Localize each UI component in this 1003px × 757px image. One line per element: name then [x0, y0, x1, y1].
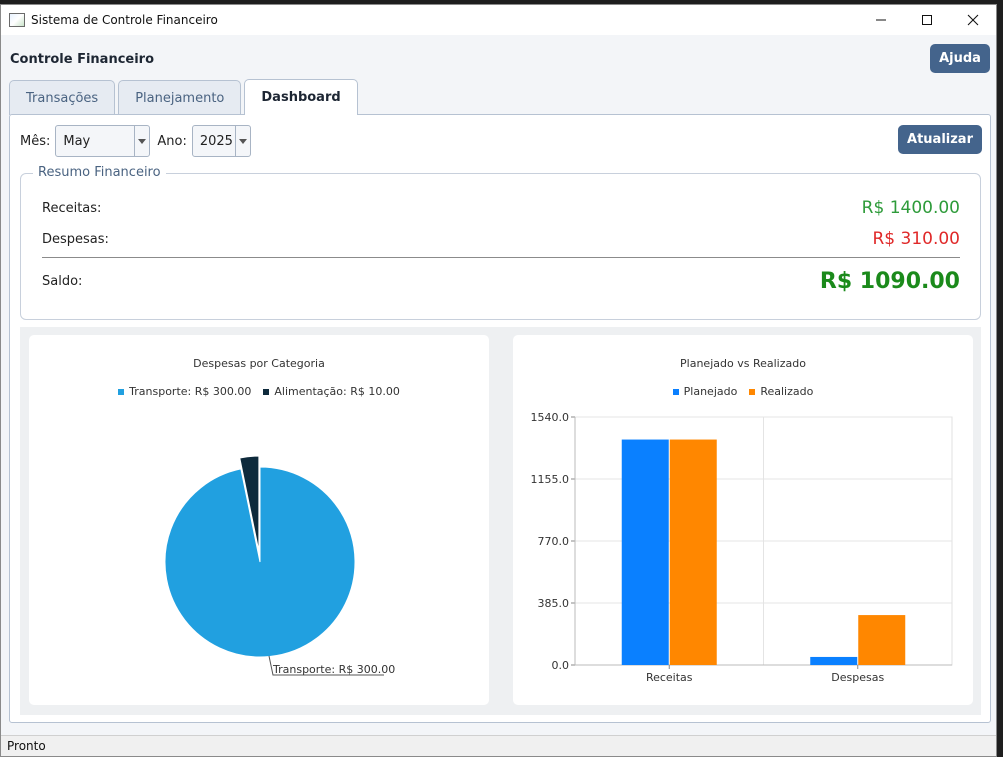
- pie-annotation-line: [268, 655, 384, 676]
- bar: [669, 439, 717, 665]
- chevron-down-icon: [134, 126, 149, 156]
- close-button[interactable]: [950, 5, 996, 35]
- legend-swatch: [749, 388, 756, 395]
- pie-legend-item: Alimentação: R$ 10.00: [263, 385, 400, 398]
- window-controls: [858, 5, 996, 35]
- filter-bar: Mês: May Ano: 2025: [20, 125, 251, 157]
- bar: [621, 439, 669, 665]
- tab-transactions[interactable]: Transações: [9, 80, 116, 115]
- month-select[interactable]: May: [55, 125, 151, 157]
- charts-area: Despesas por Categoria Transporte: R$ 30…: [20, 327, 981, 715]
- maximize-button[interactable]: [904, 5, 950, 35]
- y-tick-label: 1540.0: [531, 411, 570, 424]
- y-tick-label: 385.0: [538, 597, 570, 610]
- app-title: Controle Financeiro: [10, 52, 155, 67]
- pie-legend-label: Transporte: R$ 300.00: [129, 385, 252, 398]
- help-button[interactable]: Ajuda: [930, 44, 990, 73]
- bar: [810, 656, 858, 665]
- bar-legend-item: Planejado: [672, 385, 738, 398]
- pie-legend-item: Transporte: R$ 300.00: [118, 385, 251, 398]
- window-title: Sistema de Controle Financeiro: [31, 13, 218, 27]
- month-value: May: [63, 133, 91, 149]
- financial-summary: Resumo Financeiro Receitas: R$ 1400.00 D…: [20, 165, 981, 320]
- income-label: Receitas:: [42, 200, 102, 216]
- expenses-label: Despesas:: [42, 231, 109, 247]
- pie-annotation: Transporte: R$ 300.00: [268, 655, 395, 676]
- app-content: Controle Financeiro Ajuda Transações Pla…: [1, 35, 996, 735]
- bar-chart-card: Planejado vs Realizado Planejado Realiza…: [513, 335, 973, 705]
- y-tick-label: 1155.0: [531, 473, 570, 486]
- pie-slice: [164, 466, 356, 658]
- tab-bar: Transações Planejamento Dashboard: [9, 79, 361, 115]
- year-label: Ano:: [157, 133, 187, 149]
- tab-dashboard[interactable]: Dashboard: [244, 79, 358, 115]
- pie-chart-card: Despesas por Categoria Transporte: R$ 30…: [29, 335, 489, 705]
- x-tick-label: Despesas: [831, 671, 884, 684]
- y-tick-label: 0.0: [552, 659, 570, 672]
- year-select[interactable]: 2025: [191, 125, 251, 157]
- income-row: Receitas: R$ 1400.00: [42, 198, 960, 218]
- bar-chart: 0.0 385.0 770.0 1155.0 1540.0 Receitas Despesa…: [531, 411, 953, 684]
- x-tick-label: Receitas: [646, 671, 693, 684]
- tab-planning[interactable]: Planejamento: [118, 80, 242, 115]
- bar-legend-label: Planejado: [683, 385, 738, 398]
- status-text: Pronto: [7, 739, 46, 753]
- app-icon: [9, 13, 25, 27]
- bar-legend-label: Realizado: [760, 385, 814, 398]
- chevron-down-icon: [234, 126, 250, 156]
- title-bar: Sistema de Controle Financeiro: [1, 5, 996, 35]
- minimize-button[interactable]: [858, 5, 904, 35]
- bar-chart-title: Planejado vs Realizado: [680, 357, 806, 370]
- pie-slice: [239, 455, 260, 552]
- status-bar: Pronto: [1, 735, 996, 756]
- close-icon: [967, 14, 979, 26]
- balance-value: R$ 1090.00: [819, 269, 960, 294]
- maximize-icon: [922, 15, 932, 25]
- pie-chart-title: Despesas por Categoria: [193, 357, 325, 370]
- update-button[interactable]: Atualizar: [898, 125, 982, 154]
- bar: [858, 615, 906, 665]
- month-label: Mês:: [20, 133, 51, 149]
- pie-legend-label: Alimentação: R$ 10.00: [274, 385, 400, 398]
- summary-divider: [42, 257, 960, 258]
- dashboard-panel: Mês: May Ano: 2025 Atualizar Resumo F: [9, 114, 991, 723]
- app-header: Controle Financeiro Ajuda: [1, 35, 996, 80]
- income-value: R$ 1400.00: [861, 198, 960, 218]
- legend-swatch: [118, 388, 125, 395]
- app-window: Sistema de Controle Financeiro Controle …: [0, 4, 997, 757]
- balance-label: Saldo:: [42, 274, 83, 289]
- year-value: 2025: [199, 133, 233, 149]
- legend-swatch: [672, 388, 679, 395]
- summary-title: Resumo Financeiro: [33, 165, 166, 180]
- y-tick-label: 770.0: [538, 535, 570, 548]
- expenses-row: Despesas: R$ 310.00: [42, 229, 960, 249]
- minimize-icon: [876, 19, 886, 21]
- bar-legend-item: Realizado: [749, 385, 813, 398]
- pie-annotation-label: Transporte: R$ 300.00: [272, 663, 395, 676]
- expenses-value: R$ 310.00: [872, 229, 960, 249]
- pie-chart: Transporte: R$ 300.00: [164, 455, 395, 676]
- bar-legend: Planejado Realizado: [513, 385, 973, 398]
- pie-legend: Transporte: R$ 300.00 Alimentação: R$ 10…: [29, 385, 489, 398]
- balance-row: Saldo: R$ 1090.00: [42, 269, 960, 294]
- legend-swatch: [263, 388, 270, 395]
